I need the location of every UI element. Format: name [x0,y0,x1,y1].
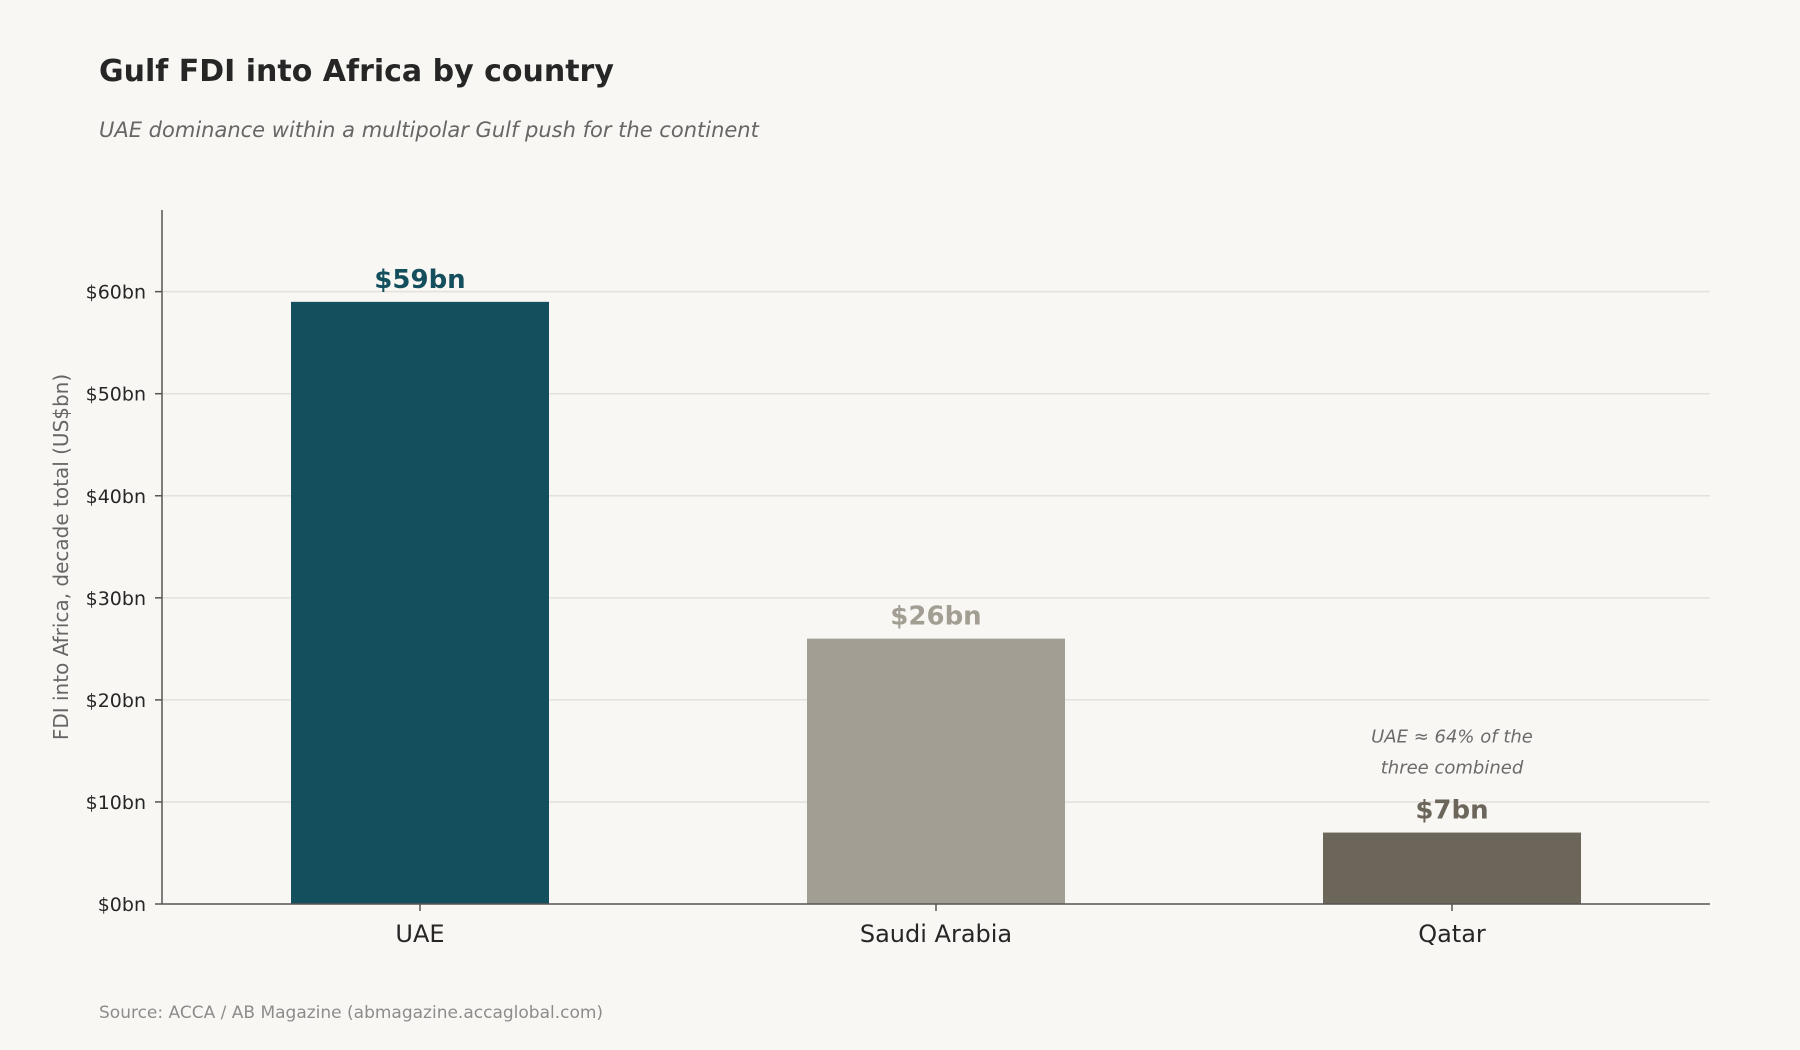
y-tick-label: $40bn [86,486,146,508]
source-note: Source: ACCA / AB Magazine (abmagazine.a… [99,1003,603,1023]
data-label: $59bn [374,265,465,295]
y-tick-label: $0bn [98,894,146,916]
bar-saudi-arabia [807,638,1065,904]
x-tick-label: Saudi Arabia [860,920,1012,948]
x-tick-label: UAE [395,920,444,948]
bar-qatar [1323,832,1581,904]
y-tick-label: $20bn [86,690,146,712]
axes: $0bn $10bn $20bn $30bn $40bn $50bn $60bn [86,210,1710,916]
data-label: $26bn [890,602,981,632]
annotation-text: three combined [1381,758,1524,779]
bar-uae [291,301,549,905]
annotation-text: UAE ≈ 64% of the [1371,727,1533,748]
data-label: $7bn [1415,796,1488,826]
y-tick-label: $60bn [86,282,146,304]
y-axis-label: FDI into Africa, decade total (US$bn) [49,374,73,740]
x-tick-label: Qatar [1418,920,1486,948]
y-tick-label: $50bn [86,384,146,406]
chart-subtitle: UAE dominance within a multipolar Gulf p… [99,118,760,142]
chart-title: Gulf FDI into Africa by country [99,54,614,89]
labels: UAE $59bn Saudi Arabia $26bn Qatar $7bn UAE ≈ … [374,265,1533,948]
y-tick-label: $10bn [86,792,146,814]
bars [291,301,1581,905]
y-tick-label: $30bn [86,588,146,610]
